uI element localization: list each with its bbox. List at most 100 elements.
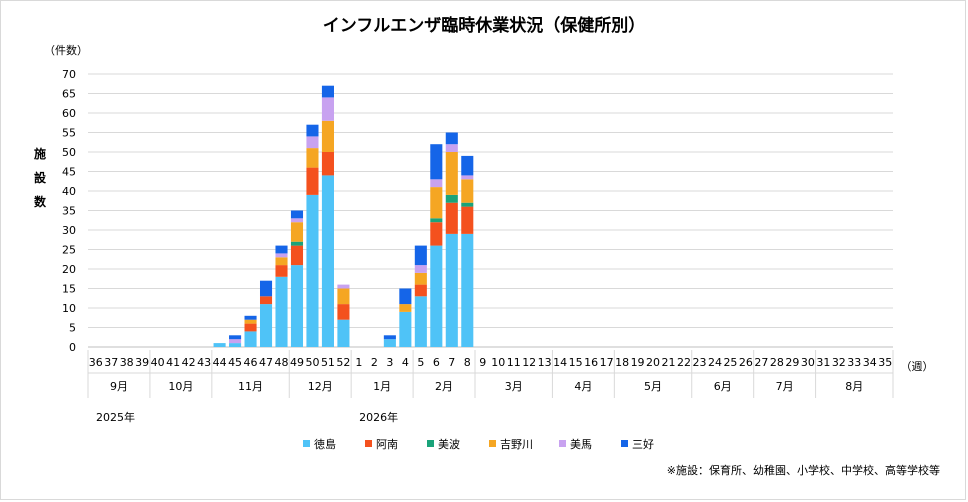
legend-swatch-美波 bbox=[427, 440, 434, 447]
y-tick-label-20: 20 bbox=[62, 263, 76, 276]
bar-segment-50-吉野川 bbox=[306, 148, 319, 168]
x-tick-label-week-44: 44 bbox=[213, 356, 227, 369]
bar-segment-47-徳島 bbox=[259, 304, 273, 347]
x-tick-label-week-52: 52 bbox=[336, 356, 350, 369]
x-tick-label-week-20: 20 bbox=[646, 356, 660, 369]
y-tick-label-70: 70 bbox=[62, 68, 76, 81]
month-label-3月: 3月 bbox=[505, 380, 523, 393]
y-axis-unit: （件数） bbox=[44, 44, 88, 57]
bar-segment-46-三好 bbox=[244, 315, 257, 320]
bar-segment-45-美馬 bbox=[229, 339, 242, 344]
bar-segment-7-三好 bbox=[445, 132, 458, 145]
legend-swatch-吉野川 bbox=[489, 440, 496, 447]
month-label-11月: 11月 bbox=[238, 380, 263, 393]
bar-segment-49-美波 bbox=[290, 241, 304, 246]
y-tick-label-45: 45 bbox=[62, 166, 76, 179]
x-tick-label-week-7: 7 bbox=[448, 356, 455, 369]
legend-swatch-阿南 bbox=[365, 440, 372, 447]
x-tick-label-week-49: 49 bbox=[290, 356, 304, 369]
x-tick-label-week-23: 23 bbox=[692, 356, 706, 369]
x-tick-label-week-2: 2 bbox=[371, 356, 378, 369]
y-axis-label-1: 施 bbox=[34, 146, 46, 161]
x-tick-label-week-14: 14 bbox=[553, 356, 567, 369]
bar-segment-45-徳島 bbox=[229, 343, 242, 347]
x-tick-label-week-24: 24 bbox=[708, 356, 722, 369]
bar-segment-5-美馬 bbox=[414, 265, 427, 273]
bar-segment-3-徳島 bbox=[383, 339, 396, 347]
x-tick-label-week-22: 22 bbox=[677, 356, 691, 369]
x-tick-label-week-45: 45 bbox=[228, 356, 242, 369]
bar-segment-6-美波 bbox=[430, 218, 443, 223]
x-tick-label-week-37: 37 bbox=[104, 356, 118, 369]
x-tick-label-week-4: 4 bbox=[402, 356, 409, 369]
x-tick-label-week-6: 6 bbox=[433, 356, 440, 369]
bar-segment-6-三好 bbox=[430, 144, 443, 180]
x-tick-label-week-15: 15 bbox=[569, 356, 583, 369]
y-tick-label-65: 65 bbox=[62, 88, 76, 101]
bar-segment-45-三好 bbox=[229, 335, 242, 340]
bar-segment-51-阿南 bbox=[321, 152, 334, 176]
x-axis-unit: （週） bbox=[901, 360, 934, 373]
x-tick-label-week-9: 9 bbox=[479, 356, 486, 369]
bar-segment-52-美馬 bbox=[337, 284, 350, 289]
x-tick-label-week-8: 8 bbox=[464, 356, 471, 369]
x-tick-label-week-40: 40 bbox=[151, 356, 165, 369]
bar-segment-52-徳島 bbox=[337, 319, 350, 347]
y-tick-label-0: 0 bbox=[69, 341, 76, 354]
y-tick-label-30: 30 bbox=[62, 224, 76, 237]
bar-segment-46-吉野川 bbox=[244, 319, 257, 324]
x-tick-label-week-28: 28 bbox=[770, 356, 784, 369]
bar-segment-7-吉野川 bbox=[445, 152, 458, 195]
y-tick-label-35: 35 bbox=[62, 205, 76, 218]
bar-segment-48-三好 bbox=[275, 245, 288, 254]
bar-segment-51-吉野川 bbox=[321, 120, 334, 152]
y-tick-label-40: 40 bbox=[62, 185, 76, 198]
month-label-1月: 1月 bbox=[373, 380, 391, 393]
bar-segment-7-美波 bbox=[445, 194, 458, 203]
x-tick-label-week-42: 42 bbox=[182, 356, 196, 369]
bar-segment-6-徳島 bbox=[430, 245, 443, 347]
y-axis-label-3: 数 bbox=[34, 194, 47, 209]
bar-segment-52-吉野川 bbox=[337, 288, 350, 305]
bar-segment-6-阿南 bbox=[430, 222, 443, 246]
month-label-10月: 10月 bbox=[168, 380, 193, 393]
x-tick-label-week-13: 13 bbox=[538, 356, 552, 369]
legend-label-阿南: 阿南 bbox=[376, 438, 398, 451]
x-tick-label-week-16: 16 bbox=[584, 356, 598, 369]
x-tick-label-week-12: 12 bbox=[522, 356, 536, 369]
bar-segment-50-阿南 bbox=[306, 167, 319, 195]
bar-segment-49-三好 bbox=[290, 210, 304, 219]
month-label-5月: 5月 bbox=[644, 380, 662, 393]
x-tick-label-week-51: 51 bbox=[321, 356, 335, 369]
x-tick-label-week-41: 41 bbox=[166, 356, 180, 369]
x-tick-label-week-17: 17 bbox=[600, 356, 614, 369]
bar-segment-7-阿南 bbox=[445, 202, 458, 234]
x-tick-label-week-36: 36 bbox=[89, 356, 103, 369]
y-tick-label-60: 60 bbox=[62, 107, 76, 120]
y-tick-label-15: 15 bbox=[62, 283, 76, 296]
y-tick-label-5: 5 bbox=[69, 322, 76, 335]
x-tick-label-week-11: 11 bbox=[507, 356, 521, 369]
x-tick-label-week-30: 30 bbox=[801, 356, 815, 369]
x-tick-label-week-27: 27 bbox=[754, 356, 768, 369]
bar-segment-4-吉野川 bbox=[399, 304, 412, 312]
x-tick-label-week-46: 46 bbox=[244, 356, 258, 369]
bar-segment-51-美馬 bbox=[321, 97, 334, 121]
month-label-12月: 12月 bbox=[308, 380, 333, 393]
bar-segment-48-美馬 bbox=[275, 253, 288, 258]
y-tick-label-10: 10 bbox=[62, 302, 76, 315]
month-label-4月: 4月 bbox=[574, 380, 592, 393]
bar-segment-50-徳島 bbox=[306, 194, 319, 347]
y-tick-label-55: 55 bbox=[62, 127, 76, 140]
x-tick-label-week-32: 32 bbox=[832, 356, 846, 369]
bar-segment-5-徳島 bbox=[414, 296, 427, 347]
bar-segment-48-徳島 bbox=[275, 276, 288, 347]
y-tick-label-25: 25 bbox=[62, 244, 76, 257]
bar-segment-8-徳島 bbox=[461, 233, 474, 347]
legend-swatch-徳島 bbox=[303, 440, 310, 447]
x-tick-label-week-35: 35 bbox=[878, 356, 892, 369]
x-tick-label-week-26: 26 bbox=[739, 356, 753, 369]
chart-title: インフルエンザ臨時休業状況（保健所別） bbox=[323, 15, 646, 36]
month-label-7月: 7月 bbox=[776, 380, 794, 393]
